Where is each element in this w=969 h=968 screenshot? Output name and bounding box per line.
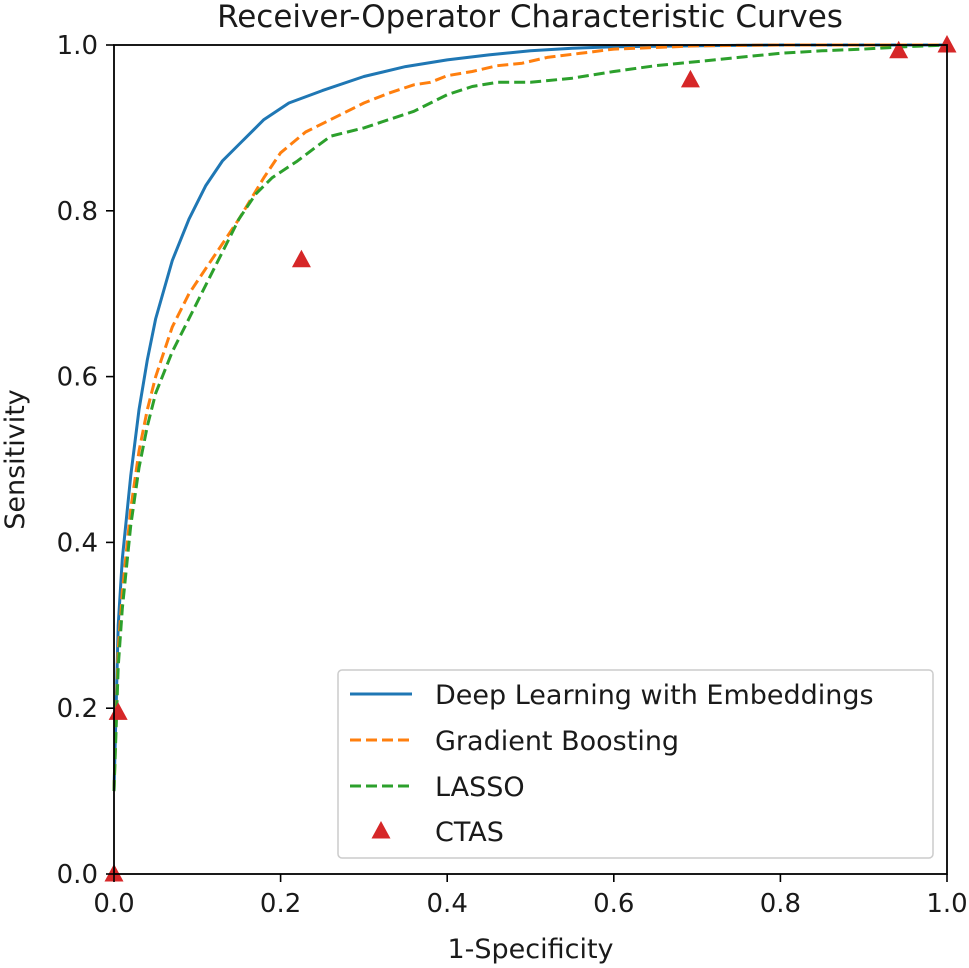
x-tick-label: 0.0 <box>93 889 134 919</box>
y-tick-label: 1.0 <box>57 31 98 61</box>
ctas-point <box>937 35 957 53</box>
y-tick-label: 0.2 <box>57 694 98 724</box>
y-tick-label: 0.6 <box>57 363 98 393</box>
legend-box <box>337 669 934 859</box>
y-tick-label: 0.0 <box>57 860 98 890</box>
ctas-point <box>680 69 700 88</box>
series-layer <box>112 43 948 792</box>
x-tick-label: 0.8 <box>760 889 801 919</box>
x-tick-label: 1.0 <box>926 889 967 919</box>
legend-label: CTAS <box>435 817 504 848</box>
legend-label: Deep Learning with Embeddings <box>435 680 874 711</box>
y-axis-title: Sensitivity <box>0 389 31 530</box>
deep-learning-with-embeddings-line <box>112 43 947 792</box>
plot-frame <box>113 44 948 875</box>
ctas-point <box>889 40 909 59</box>
legend-label: LASSO <box>435 772 525 803</box>
axis-ticks: 0.0 0.2 0.4 0.6 0.8 1.0 0.0 0.2 0.4 0.6 0.8 1.0 <box>57 31 968 919</box>
x-tick-label: 0.6 <box>593 889 634 919</box>
legend: Deep Learning with Embeddings Gradient Bo… <box>337 669 934 859</box>
x-axis-title: 1-Specificity <box>447 934 613 965</box>
x-tick-label: 0.2 <box>260 889 301 919</box>
lasso-line <box>112 43 948 792</box>
y-tick-label: 0.8 <box>57 197 98 227</box>
ctas-point <box>108 702 128 720</box>
legend-swatch <box>371 821 391 839</box>
y-tick-label: 0.4 <box>57 528 98 558</box>
ctas-point <box>291 249 311 268</box>
chart-title: Receiver-Operator Characteristic Curves <box>217 0 843 35</box>
x-tick-label: 0.4 <box>427 889 468 919</box>
legend-label: Gradient Boosting <box>435 726 679 757</box>
gradient-boosting-line <box>112 43 947 792</box>
